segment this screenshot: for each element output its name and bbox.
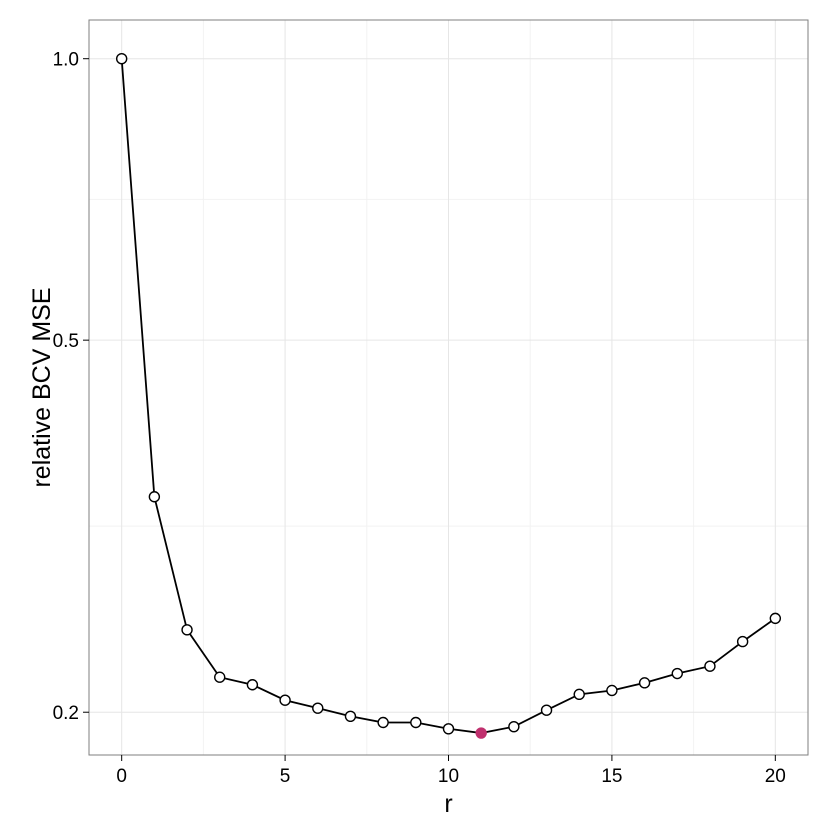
data-point	[442, 723, 455, 735]
x-tick-labels: 0 5 10 15 20	[116, 766, 785, 787]
y-axis-title: relative BCV MSE	[28, 287, 56, 487]
data-point	[279, 694, 291, 706]
data-point	[638, 677, 651, 689]
data-point	[540, 704, 553, 716]
axis-ticks	[83, 58, 776, 761]
x-tick-label: 0	[116, 766, 127, 787]
data-point	[508, 720, 520, 733]
data-point	[246, 679, 259, 691]
x-tick-label: 20	[765, 766, 786, 787]
data-point	[148, 491, 161, 503]
data-point	[736, 635, 749, 648]
x-tick-label: 15	[601, 766, 622, 787]
x-tick-label: 10	[438, 766, 459, 787]
data-point	[181, 624, 193, 636]
y-tick-labels: 0.2 0.5 1.0	[53, 50, 79, 725]
major-grid	[89, 20, 808, 755]
data-point	[410, 716, 422, 729]
y-tick-label: 1.0	[53, 50, 79, 71]
data-point	[606, 684, 618, 697]
data-point	[769, 612, 782, 625]
data-point	[704, 660, 716, 672]
data-point	[377, 716, 389, 729]
y-tick-label: 0.2	[53, 703, 79, 724]
data-point	[344, 710, 357, 722]
data-point	[573, 688, 585, 701]
x-axis-title: r	[444, 790, 452, 818]
data-point	[214, 671, 226, 683]
data-point	[671, 667, 683, 680]
data-point-minimum	[475, 727, 487, 739]
y-tick-label: 0.5	[53, 331, 79, 352]
x-tick-label: 5	[280, 766, 291, 787]
data-point	[115, 53, 128, 65]
data-point	[312, 702, 324, 714]
data-points	[115, 53, 782, 739]
